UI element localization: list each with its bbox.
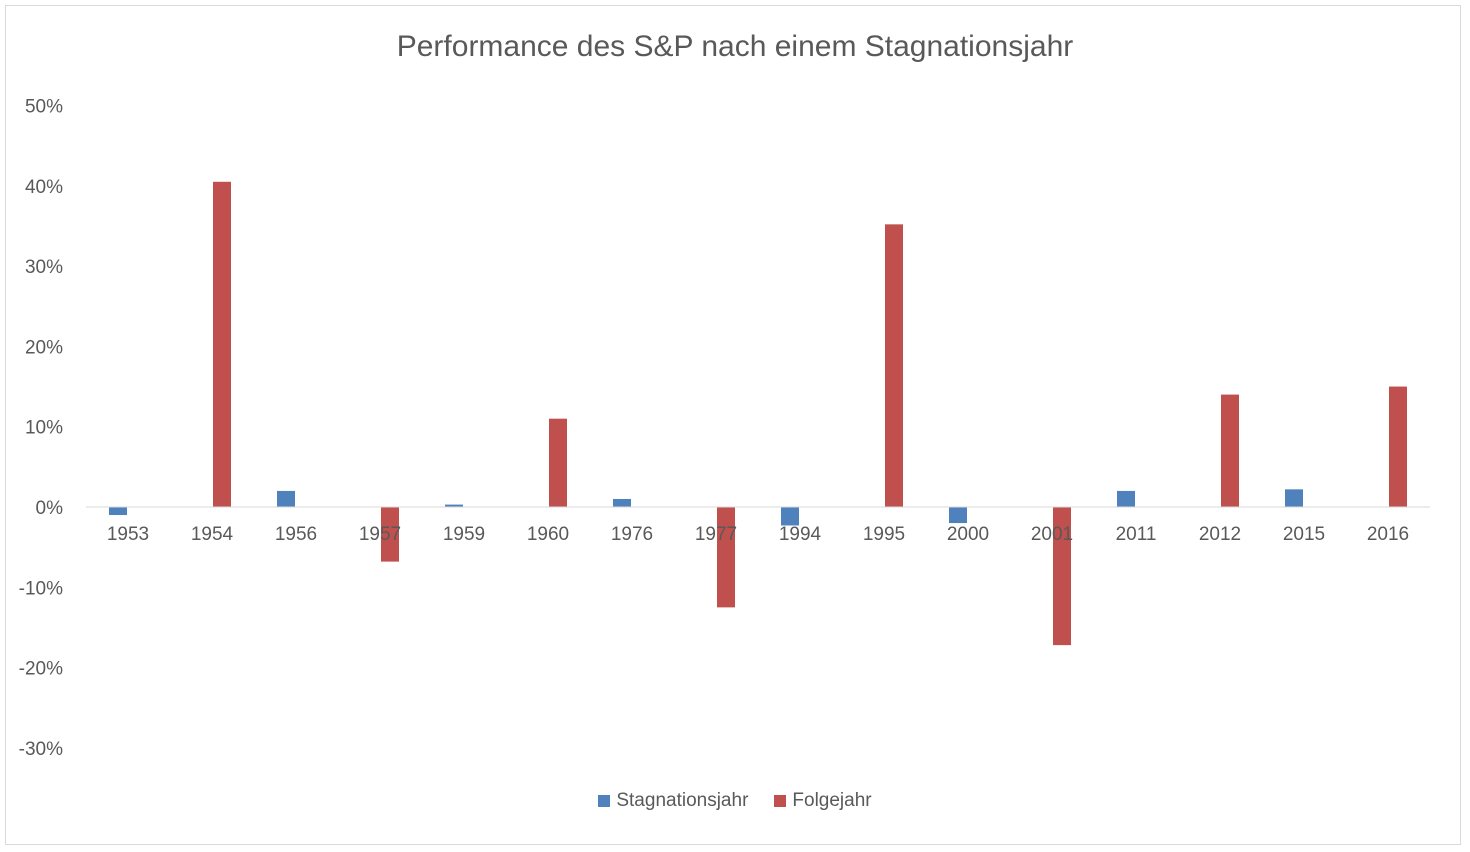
legend-label-folgejahr: Folgejahr	[792, 790, 872, 811]
y-tick-label: 30%	[25, 257, 63, 278]
bar-folgejahr-2016	[1389, 386, 1407, 507]
x-tick-label: 1954	[191, 524, 234, 545]
y-tick-label: 10%	[25, 418, 63, 439]
bar-folgejahr-1960	[549, 418, 567, 507]
bar-stagnationsjahr-1976	[613, 498, 631, 507]
x-tick-label: 1995	[863, 524, 905, 545]
bar-folgejahr-1977	[717, 507, 735, 608]
chart-legend: Stagnationsjahr Folgejahr	[0, 790, 1470, 812]
legend-item-folgejahr: Folgejahr	[774, 790, 872, 812]
x-tick-label: 1957	[359, 524, 401, 545]
bar-stagnationsjahr-1959	[445, 504, 463, 507]
x-tick-label: 1959	[443, 524, 485, 545]
x-tick-label: 2011	[1116, 524, 1157, 545]
bar-folgejahr-1957	[381, 507, 399, 562]
legend-label-stagnationsjahr: Stagnationsjahr	[616, 790, 749, 811]
x-tick-label: 1976	[611, 524, 653, 545]
x-tick-label: 1953	[107, 524, 149, 545]
legend-item-stagnationsjahr: Stagnationsjahr	[598, 790, 748, 812]
chart-title: Performance des S&P nach einem Stagnatio…	[396, 30, 1074, 63]
x-tick-label: 2001	[1031, 524, 1073, 545]
x-tick-label: 1977	[695, 524, 737, 545]
bar-stagnationsjahr-2015	[1285, 489, 1303, 507]
y-tick-label: 0%	[36, 498, 64, 519]
x-tick-label: 1960	[527, 524, 569, 545]
bar-stagnationsjahr-2000	[949, 507, 967, 524]
bar-folgejahr-1954	[213, 181, 231, 507]
bar-folgejahr-2012	[1221, 394, 1239, 507]
x-tick-label: 2015	[1283, 524, 1325, 545]
y-tick-label: 20%	[25, 337, 63, 358]
bar-stagnationsjahr-2011	[1117, 490, 1135, 507]
bar-stagnationsjahr-1994	[781, 507, 799, 526]
y-tick-label: -30%	[19, 739, 63, 760]
x-tick-label: 2012	[1199, 524, 1241, 545]
x-tick-label: 1994	[779, 524, 822, 545]
x-tick-label: 2016	[1367, 524, 1409, 545]
chart-frame	[5, 5, 1461, 845]
x-tick-label: 2000	[947, 524, 989, 545]
x-tick-label: 1956	[275, 524, 317, 545]
bar-folgejahr-2001	[1053, 507, 1071, 646]
bar-stagnationsjahr-1956	[277, 490, 295, 507]
legend-swatch-stagnationsjahr	[598, 795, 611, 807]
y-tick-label: 40%	[25, 177, 63, 198]
bar-folgejahr-1995	[885, 224, 903, 507]
legend-swatch-folgejahr	[774, 795, 787, 807]
y-tick-label: -20%	[19, 659, 63, 680]
y-tick-label: 50%	[25, 97, 63, 118]
bar-stagnationsjahr-1953	[109, 507, 127, 516]
y-tick-label: -10%	[19, 578, 63, 599]
